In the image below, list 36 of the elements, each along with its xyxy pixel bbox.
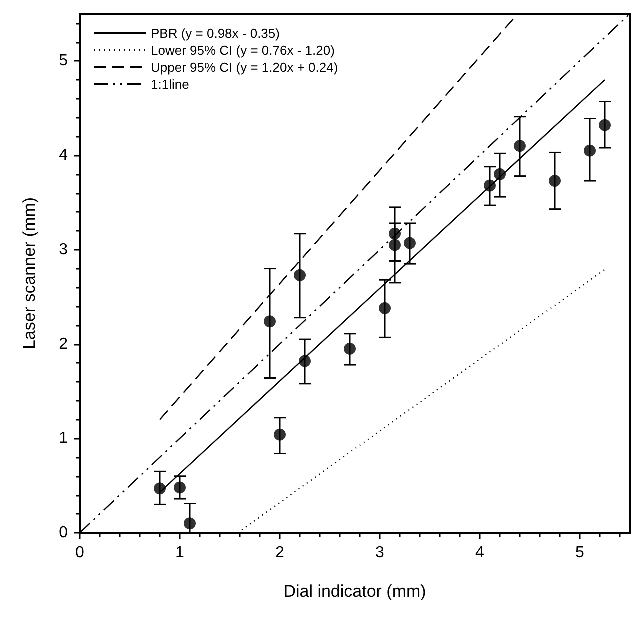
point [174,482,186,494]
y-tick-label: 0 [59,524,68,542]
y-axis-title: Laser scanner (mm) [20,197,39,350]
y-tick-label: 4 [59,147,68,164]
point [404,237,416,250]
point [389,239,401,252]
point [264,316,276,328]
point [294,269,306,282]
point [344,342,356,355]
point [274,428,286,441]
legend-label: Lower 95% CI (y = 0.76x - 1.20) [151,43,335,58]
y-tick-label: 2 [59,336,68,353]
x-tick-label: 5 [576,544,585,562]
point [299,355,311,368]
point [389,228,401,240]
x-tick-label: 4 [476,544,485,562]
x-tick-label: 0 [76,544,85,562]
point [184,518,196,530]
x-tick-label: 3 [376,544,385,562]
y-tick-label: 1 [59,430,68,448]
x-tick-label: 2 [276,544,285,562]
x-tick-label: 1 [176,544,185,562]
y-tick-label: 5 [59,52,68,70]
y-tick-label: 3 [59,241,68,258]
point [549,175,561,188]
legend-label: 1:1line [151,77,190,92]
point [584,144,596,157]
point [514,140,526,152]
legend-label: Upper 95% CI (y = 1.20x + 0.24) [151,60,338,75]
point [494,168,506,180]
point [154,482,166,495]
point [484,180,496,192]
x-axis-title: Dial indicator (mm) [284,582,426,601]
point [599,119,611,132]
point [379,302,391,314]
legend-label: PBR (y = 0.98x - 0.35) [151,26,280,41]
